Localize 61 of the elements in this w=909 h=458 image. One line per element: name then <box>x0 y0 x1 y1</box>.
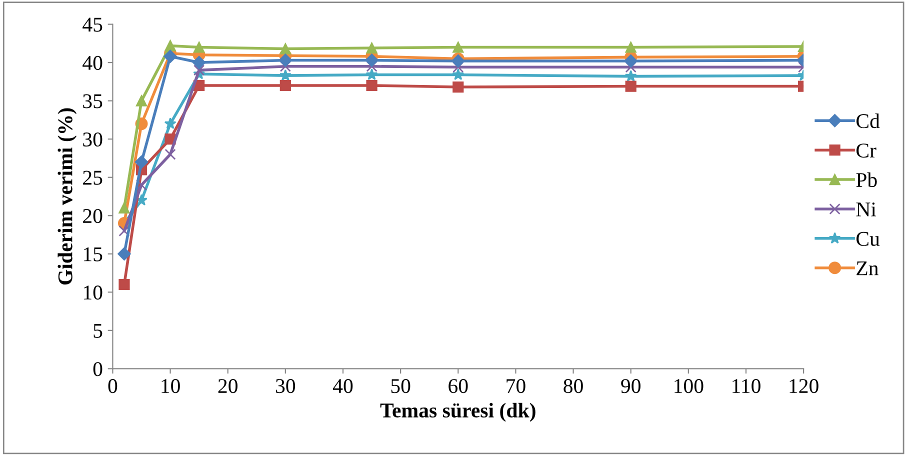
x-tick-label: 40 <box>332 379 353 394</box>
x-tick-label: 110 <box>732 379 760 394</box>
point <box>164 50 177 64</box>
point <box>136 95 148 106</box>
point <box>118 225 130 236</box>
point <box>118 202 130 214</box>
x-tick-label: 100 <box>674 379 704 394</box>
point <box>624 70 637 82</box>
point <box>366 68 378 80</box>
point <box>192 56 206 70</box>
y-tick-label: 25 <box>83 170 102 185</box>
x-tick-label: 30 <box>276 379 296 394</box>
x-tick-label: 50 <box>391 379 410 394</box>
point <box>452 54 465 68</box>
point <box>366 80 378 92</box>
legend-label: Ni <box>856 202 876 216</box>
y-tick-label: 0 <box>93 362 102 376</box>
point <box>280 43 291 54</box>
point <box>452 81 464 93</box>
x-tick-label: 10 <box>162 379 180 394</box>
y-tick-label: 30 <box>83 132 102 147</box>
y-axis-title: Giderim verimi (%) <box>58 108 77 285</box>
y-tick-label: 10 <box>84 286 102 300</box>
x-tick-label: 20 <box>218 379 238 394</box>
point <box>365 54 378 67</box>
point <box>134 155 148 169</box>
point <box>118 247 131 260</box>
y-tick-label: 20 <box>83 208 102 224</box>
legend-label: Cu <box>856 232 880 246</box>
point <box>366 60 378 72</box>
point <box>279 69 292 81</box>
y-tick-label: 5 <box>94 324 102 338</box>
point <box>278 54 292 67</box>
point <box>452 68 464 80</box>
point <box>164 40 176 52</box>
x-axis-title: Temas süresi (dk) <box>380 402 536 422</box>
y-tick-label: 40 <box>82 56 102 70</box>
legend-label: Zn <box>856 262 878 276</box>
x-tick-label: 70 <box>506 379 526 394</box>
legend-label: Pb <box>856 172 877 188</box>
point <box>118 278 130 290</box>
legend-label: Cd <box>856 114 880 128</box>
legend-label: Cr <box>856 144 876 158</box>
point <box>625 42 636 53</box>
y-tick-label: 35 <box>83 94 102 108</box>
x-tick-label: 90 <box>621 379 640 394</box>
point <box>194 64 205 76</box>
point <box>280 80 291 92</box>
y-tick-label: 45 <box>82 18 102 32</box>
point <box>366 42 378 54</box>
x-tick-label: 0 <box>108 379 118 394</box>
point <box>194 42 205 53</box>
point <box>624 54 638 68</box>
x-tick-label: 120 <box>790 379 818 394</box>
point <box>164 118 176 129</box>
point <box>164 148 176 160</box>
point <box>625 80 636 92</box>
x-tick-label: 80 <box>564 379 583 394</box>
x-tick-label: 60 <box>448 379 468 394</box>
y-tick-label: 15 <box>84 247 102 262</box>
point <box>452 42 464 53</box>
